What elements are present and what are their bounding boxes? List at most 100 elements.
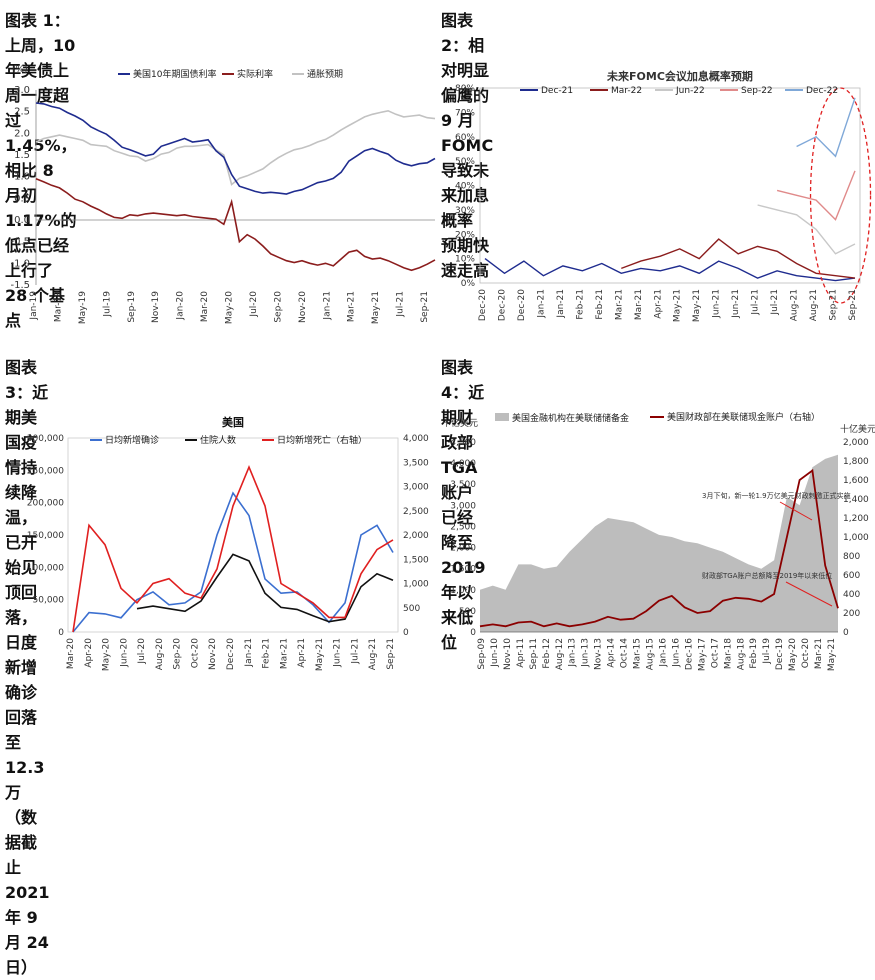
chart-4-x-tick-9: Nov-13 [594, 638, 604, 670]
chart-3-x-tick-10: Jan-21 [244, 638, 254, 668]
chart-3-x-tick-6: Sep-20 [173, 638, 183, 670]
chart-1-y-tick-0: 3.0 [14, 85, 30, 96]
chart-3-series-1 [136, 553, 394, 623]
chart-4-legend-0-swatch [495, 413, 509, 421]
chart-2-legend-1-label: Mar-22 [611, 86, 642, 96]
chart-4-title-line-1: 图表 4：近期财政部 TGA 账户已经降至 2019 年以来低 [441, 358, 486, 627]
chart-2-y-tick-0: 80% [455, 84, 475, 94]
chart-2-x-tick-11: May-21 [692, 289, 702, 322]
chart-1-legend-2-label: 通胀预期 [307, 69, 343, 80]
chart-3-series-0 [72, 491, 394, 633]
chart-1-y-tick-5: 0.5 [14, 193, 30, 204]
chart-4-x-tick-19: Mar-18 [723, 638, 733, 669]
chart-1-x-tick-11: Nov-20 [298, 291, 308, 323]
chart-3-x-tick-12: Mar-21 [279, 638, 289, 669]
chart-3-x-tick-9: Dec-20 [226, 638, 236, 670]
chart-2-y-tick-1: 70% [455, 108, 475, 118]
chart-4-legend-1-label: 美国财政部在美联储现金账户（右轴） [667, 411, 820, 423]
chart-3-x-tick-14: May-21 [315, 638, 325, 671]
chart-4-x-tick-6: Aug-12 [555, 638, 565, 670]
chart-2-legend-2-label: Jun-22 [675, 86, 705, 96]
chart-1-title-line-2: 月初 1.17%的低点已经上行了 28 个基点 [5, 186, 77, 330]
chart-4-x-tick-22: Jul-19 [762, 638, 772, 665]
chart-2-y-tick-7: 10% [455, 255, 475, 265]
chart-4-y-left-tick-4: 2,500 [450, 522, 476, 532]
chart-4-annotation-0-arrow [779, 501, 813, 521]
chart-4-y-right-tick-1: 1,800 [843, 457, 869, 467]
chart-4-y-right-tick-0: 2,000 [843, 438, 869, 448]
chart-3-y-left-tick-2: 200,000 [27, 499, 64, 509]
chart-1-x-tick-15: Jul-21 [396, 291, 406, 318]
chart-1-x-tick-6: Jan-20 [176, 291, 186, 321]
chart-4-annotation-0: 3月下旬，新一轮1.9万亿美元财政刺激正式实施 [702, 491, 851, 500]
chart-4-y-right-tick-5: 1,000 [843, 533, 869, 543]
chart-2-y-tick-8: 0% [461, 279, 476, 289]
chart-1-svg: (%) 3.0 2.5 2.0 1.5 1.0 0.5 0.0 -0.5 -1.0 -1.5 美国10… [10, 65, 436, 324]
chart-1-x-tick-10: Sep-20 [273, 291, 283, 323]
chart-4-x-tick-8: Jun-13 [581, 638, 591, 668]
chart-3-legend-2-label: 日均新增死亡（右轴） [277, 434, 367, 446]
chart-1-legend-1-label: 实际利率 [237, 68, 273, 80]
chart-3-y-right-tick-0: 4,000 [403, 434, 429, 444]
chart-4-x-tick-24: May-20 [788, 638, 798, 671]
chart-3-x-tick-7: Oct-20 [190, 638, 200, 669]
chart-3-y-right-tick-1: 3,500 [403, 458, 429, 468]
chart-3-title-line-2: 新增确诊回落至 12.3 万（数据截止 2021 年 9 月 24 日） [5, 658, 50, 977]
chart-4-x-tick-18: Oct-17 [710, 638, 720, 668]
chart-2-x-tick-18: Sep-21 [829, 289, 839, 321]
chart-4-y-right-tick-7: 600 [843, 571, 860, 581]
chart-4-x-tick-20: Aug-18 [736, 638, 746, 671]
chart-4-y-left-tick-3: 3,000 [450, 501, 476, 511]
chart-3-x-tick-16: Jul-21 [350, 638, 360, 665]
chart-3-x-tick-1: Apr-20 [84, 638, 94, 668]
chart-4-y-right-tick-9: 200 [843, 609, 860, 619]
chart-1-x-tick-5: Nov-19 [151, 291, 161, 323]
chart-2-y-tick-4: 40% [455, 182, 475, 192]
chart-3-x-tick-13: Apr-21 [297, 638, 307, 668]
chart-4-x-tick-13: Aug-15 [646, 638, 656, 670]
chart-2-highlight-ellipse [809, 87, 872, 304]
chart-4-x-tick-3: Apr-11 [516, 638, 526, 668]
chart-3-plot-frame [67, 437, 399, 633]
chart-1-y-tick-2: 2.0 [14, 128, 30, 139]
chart-3-y-right-tick-4: 2,000 [403, 531, 429, 541]
chart-3-legend-0-label: 日均新增确诊 [105, 434, 159, 446]
chart-3-x-tick-0: Mar-20 [66, 638, 76, 669]
chart-3-y-right-tick-2: 3,000 [403, 483, 429, 493]
chart-3-y-right-tick-7: 500 [403, 604, 420, 614]
chart-2-title-line-2: 预期快速走高 [441, 236, 490, 280]
chart-1-y-tick-1: 2.5 [14, 107, 30, 118]
chart-4-x-tick-15: Jun-16 [671, 638, 681, 668]
chart-1-unit: (%) [12, 65, 28, 75]
chart-1-x-tick-12: Jan-21 [322, 291, 332, 321]
chart-3-y-right-tick-3: 2,500 [403, 507, 429, 517]
chart-2-legend-4-label: Dec-22 [806, 86, 838, 96]
chart-2-x-tick-5: Feb-21 [575, 289, 585, 320]
chart-4-annotation-1: 财政部TGA账户总额降至2019年以来低位 [702, 571, 832, 580]
chart-3-x-tick-15: Jun-21 [333, 638, 343, 668]
chart-4-x-tick-4: Sep-11 [529, 638, 539, 670]
chart-4-y-left-tick-7: 1,000 [450, 586, 476, 596]
chart-2-x-tick-19: Sep-21 [848, 289, 858, 321]
chart-4-y-right-tick-4: 1,200 [843, 514, 869, 524]
chart-1-x-tick-3: Jul-19 [102, 291, 112, 318]
chart-3-x-tick-17: Aug-21 [368, 638, 378, 670]
chart-1-series-0 [35, 102, 436, 195]
chart-2-series-2 [757, 204, 856, 255]
chart-2-x-tick-17: Aug-21 [809, 289, 819, 321]
chart-3-y-left-tick-3: 150,000 [27, 531, 64, 541]
chart-4-y-left-tick-8: 500 [459, 607, 476, 617]
chart-4-x-tick-7: Jan-13 [568, 638, 578, 668]
chart-2-series-4 [796, 97, 856, 158]
chart-2-x-tick-14: Jul-21 [751, 289, 761, 316]
chart-2-chart-title: 未来FOMC会议加息概率预期 [606, 69, 753, 83]
chart-4-y-left-tick-0: 4,500 [450, 438, 476, 448]
chart-1-legend-0-label: 美国10年期国债利率 [133, 68, 216, 80]
chart-1-x-tick-8: May-20 [225, 291, 235, 324]
chart-3-x-tick-5: Aug-20 [155, 638, 165, 671]
chart-2-x-tick-3: Jan-21 [536, 289, 546, 319]
chart-3-x-tick-8: Nov-20 [208, 638, 218, 670]
chart-3-x-tick-2: May-20 [102, 638, 112, 671]
chart-1-title: 图表 1：上周，10 年美债上周一度超过 1.45%，相比 8 月初 1.17%… [5, 8, 77, 333]
chart-4-x-tick-16: Dec-16 [684, 638, 694, 670]
